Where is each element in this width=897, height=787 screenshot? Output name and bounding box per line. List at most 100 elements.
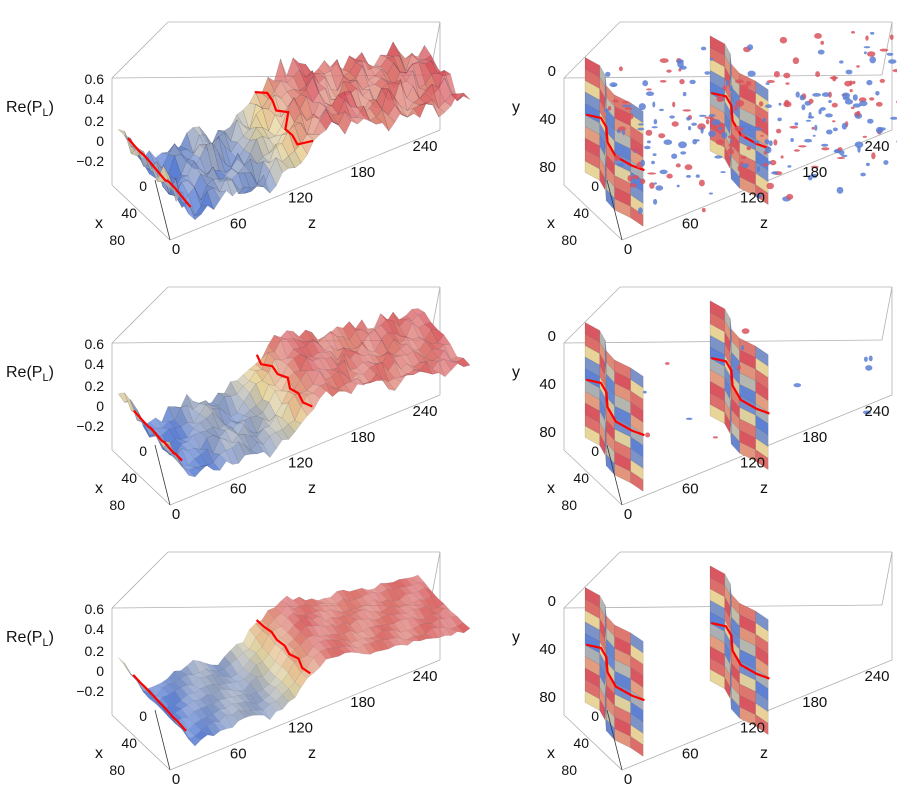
blob — [838, 150, 845, 156]
blob — [652, 153, 657, 157]
blob — [856, 110, 861, 117]
blob — [888, 59, 897, 64]
blob — [637, 123, 644, 126]
blob — [671, 153, 678, 159]
x-axis-title: x — [95, 480, 103, 497]
z-tick-label: 120 — [740, 455, 765, 472]
blob — [729, 85, 733, 92]
z-tick-label: 180 — [350, 694, 375, 711]
blob — [850, 106, 855, 110]
blob — [890, 116, 897, 120]
interface-line — [711, 621, 770, 680]
surface-patch — [456, 622, 471, 634]
blob — [746, 146, 752, 151]
blob — [792, 57, 800, 65]
z-tick-label: 180 — [350, 164, 375, 181]
z-tick-label: 180 — [350, 429, 375, 446]
blob — [749, 97, 755, 102]
blob — [879, 48, 889, 52]
blob — [760, 134, 764, 137]
y-tick-label: 0 — [548, 328, 556, 345]
z-tick-label: 0 — [624, 506, 632, 523]
blob — [715, 353, 725, 357]
blob — [860, 172, 866, 177]
value-tick-label: 0 — [96, 663, 104, 679]
blob — [645, 91, 655, 96]
blob — [862, 135, 867, 138]
blob — [725, 79, 730, 87]
blob — [762, 117, 766, 123]
blob — [698, 114, 707, 117]
value-tick-label: 0.6 — [85, 71, 105, 87]
blob — [790, 138, 794, 142]
blob — [629, 183, 637, 188]
wall-patch — [630, 102, 644, 124]
blob — [655, 185, 664, 191]
z-tick-label: 0 — [624, 771, 632, 787]
z-tick-label: 120 — [288, 190, 313, 207]
x-axis-line — [606, 709, 623, 771]
blob — [839, 60, 844, 64]
blob — [708, 192, 714, 195]
blob — [734, 104, 738, 112]
blob — [640, 159, 645, 167]
blob — [741, 328, 750, 334]
blob — [756, 166, 761, 173]
blob — [739, 84, 749, 91]
x-tick-label: 0 — [139, 178, 147, 194]
blob — [798, 145, 807, 148]
x-axis-title: x — [95, 215, 103, 232]
z-tick-label: 0 — [624, 241, 632, 258]
blob — [624, 107, 633, 110]
value-tick-label: 0.6 — [85, 601, 105, 617]
blob — [832, 127, 838, 132]
blob — [776, 128, 782, 134]
blob — [659, 169, 668, 175]
blob — [640, 178, 646, 185]
blob — [631, 148, 641, 152]
blob — [614, 154, 621, 161]
z-tick-label: 180 — [802, 429, 827, 446]
value-tick-label: −0.2 — [76, 683, 104, 699]
x-axis-line — [606, 179, 623, 241]
blob — [783, 72, 791, 79]
interface-line — [133, 410, 183, 462]
blob — [718, 97, 723, 102]
blob — [737, 165, 741, 172]
x-tick-label: 40 — [573, 470, 589, 486]
blob — [852, 103, 862, 108]
blob — [845, 69, 853, 75]
blob — [766, 182, 774, 190]
x-axis-line — [154, 709, 171, 771]
right-middle-box-edge — [563, 449, 623, 506]
blob — [728, 142, 738, 148]
z-tick-label: 60 — [230, 745, 247, 762]
x-tick-label: 40 — [121, 735, 137, 751]
blob — [844, 80, 852, 87]
blob — [801, 104, 806, 111]
blob — [793, 383, 802, 388]
blob — [740, 155, 747, 159]
blob — [836, 186, 844, 194]
value-tick-label: 0.2 — [85, 643, 105, 659]
x-tick-label: 0 — [139, 443, 147, 459]
blob — [637, 127, 645, 131]
blob — [627, 175, 633, 182]
z-axis-title: z — [308, 745, 316, 762]
blob — [765, 82, 770, 85]
left-bottom-box-edge — [111, 551, 169, 609]
wall-patch — [755, 80, 769, 102]
y-axis-title: y — [512, 364, 520, 381]
z-tick-label: 0 — [172, 771, 180, 787]
blob — [804, 138, 813, 143]
blob — [764, 139, 770, 145]
z-tick-label: 180 — [802, 694, 827, 711]
wall-patch — [755, 610, 769, 632]
left-bottom-box-edge — [111, 714, 171, 771]
blob — [688, 126, 692, 131]
left-top-box-edge — [111, 184, 171, 241]
